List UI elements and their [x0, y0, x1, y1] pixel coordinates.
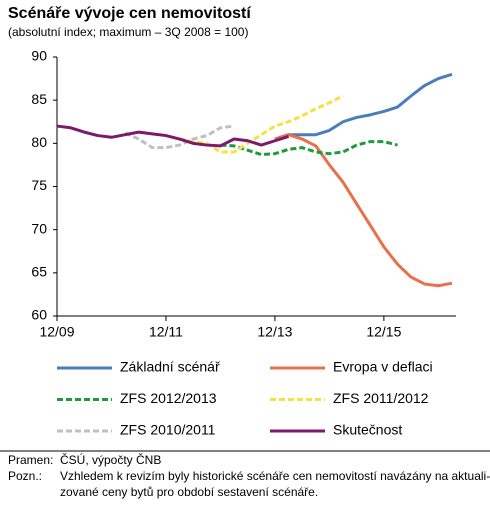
y-tick-label: 75	[31, 177, 47, 193]
x-tick-label: 12/15	[366, 324, 401, 340]
note-label: Pozn.:	[8, 469, 42, 483]
legend-label: Skutečnost	[333, 422, 402, 438]
x-tick-label: 12/11	[149, 324, 183, 340]
y-tick-label: 90	[31, 48, 47, 64]
chart-subtitle: (absolutní index; maximum – 3Q 2008 = 10…	[8, 25, 248, 39]
series-line	[274, 72, 453, 141]
x-tick-label: 12/13	[257, 324, 292, 340]
legend-label: ZFS 2011/2012	[333, 390, 429, 406]
source-label: Pramen:	[8, 453, 53, 467]
series-line	[56, 124, 289, 148]
series-line	[274, 133, 453, 288]
y-tick-label: 65	[31, 264, 47, 280]
note-line: zované ceny bytů pro období sestavení sc…	[60, 485, 318, 499]
x-tick-label: 12/09	[39, 324, 74, 340]
series-line	[220, 140, 398, 157]
legend-label: ZFS 2012/2013	[120, 390, 217, 406]
series-line	[179, 94, 344, 154]
legend-label: ZFS 2010/2011	[120, 422, 216, 438]
chart-title: Scénáře vývoje cen nemovitostí	[8, 5, 251, 22]
y-tick-label: 85	[31, 91, 47, 107]
series-line	[124, 124, 235, 150]
y-tick-label: 80	[31, 134, 47, 150]
y-tick-label: 60	[31, 307, 47, 323]
note-line: Vzhledem k revizím byly historické scéná…	[60, 469, 490, 483]
legend-label: Základní scénář	[120, 359, 220, 375]
legend-label: Evropa v deflaci	[333, 359, 433, 375]
source: ČSÚ, výpočty ČNB	[60, 452, 161, 467]
y-tick-label: 70	[31, 220, 47, 236]
